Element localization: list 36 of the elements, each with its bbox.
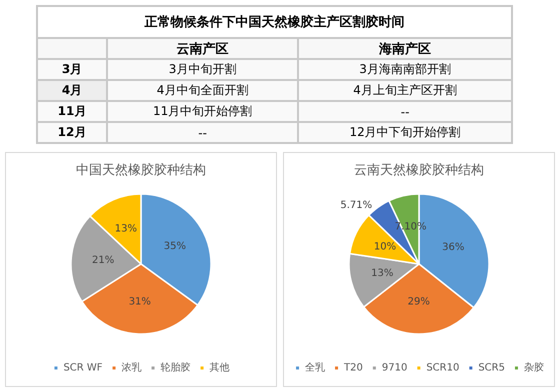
legend-label: 杂胶 bbox=[524, 362, 544, 374]
legend-label: 其他 bbox=[210, 362, 230, 374]
legend-label: 浓乳 bbox=[122, 362, 142, 374]
data-label: 13% bbox=[371, 268, 394, 280]
text: -- bbox=[298, 101, 512, 122]
text: 3月海南南部开割 bbox=[298, 59, 512, 80]
text: 4月上旬主产区开割 bbox=[298, 80, 512, 101]
text: 云南产区 bbox=[107, 38, 298, 59]
legend-label: T20 bbox=[343, 362, 363, 374]
data-label: 36% bbox=[442, 242, 464, 254]
legend-label: 全乳 bbox=[305, 362, 326, 374]
data-label: 31% bbox=[128, 296, 151, 308]
data-label: 10% bbox=[374, 242, 396, 253]
text: 3月 bbox=[37, 59, 107, 80]
legend-label: 9710 bbox=[382, 362, 408, 374]
text: 11月中旬开始停割 bbox=[107, 101, 298, 122]
legend-label: SCR10 bbox=[426, 362, 460, 374]
legend-label: SCR5 bbox=[478, 362, 505, 374]
data-label: 5.71% bbox=[340, 200, 372, 211]
data-label: 13% bbox=[114, 224, 138, 235]
text: 12月 bbox=[37, 122, 107, 143]
chart-title: 云南天然橡胶胶种结构 bbox=[354, 163, 484, 178]
text: 3月中旬开割 bbox=[107, 59, 298, 80]
text: -- bbox=[107, 122, 298, 143]
text: 海南产区 bbox=[298, 38, 512, 59]
text: 12月中下旬开始停割 bbox=[298, 122, 512, 143]
data-label: 35% bbox=[164, 241, 186, 252]
text: 正常物候条件下中国天然橡胶主产区割胶时间 bbox=[37, 6, 512, 38]
text: 4月中旬全面开割 bbox=[107, 80, 298, 101]
legend-label: 轮胎胶 bbox=[160, 362, 191, 374]
legend-label: SCR WF bbox=[63, 362, 103, 374]
data-label: 29% bbox=[408, 296, 430, 308]
text: 11月 bbox=[37, 101, 107, 122]
text: 4月 bbox=[37, 80, 107, 101]
chart-title: 中国天然橡胶胶种结构 bbox=[76, 163, 206, 178]
data-label: 21% bbox=[92, 254, 114, 266]
